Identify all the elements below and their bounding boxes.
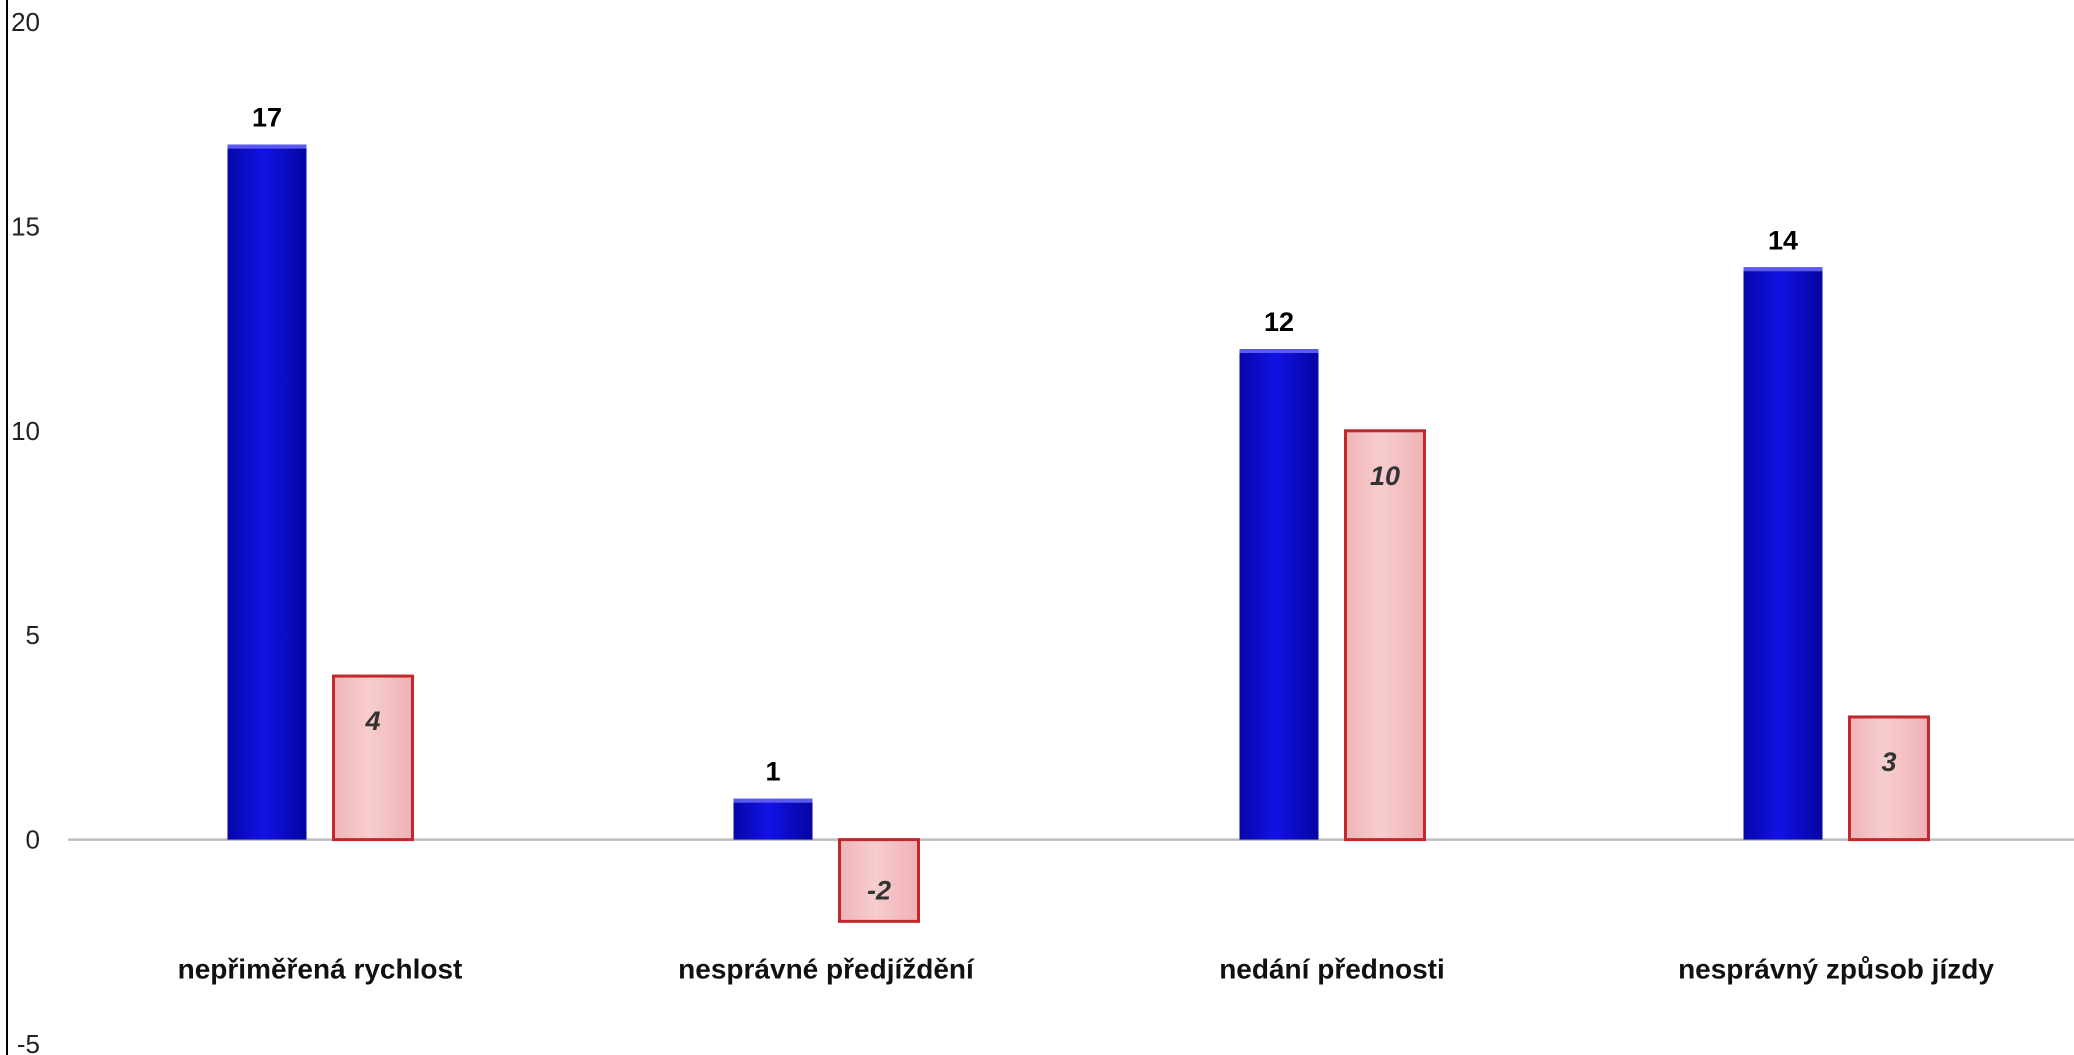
y-tick-label: -5 <box>17 1029 40 1055</box>
bar-series-1 <box>1239 349 1319 840</box>
category-label: nedání přednosti <box>1219 954 1445 985</box>
bar-series-2 <box>1344 429 1426 842</box>
y-tick-label: 20 <box>11 7 40 37</box>
data-label: 12 <box>1264 307 1294 337</box>
data-label: 1 <box>765 757 780 787</box>
bar-highlight <box>1239 349 1319 354</box>
data-label: 14 <box>1768 225 1798 255</box>
y-tick-label: 5 <box>26 620 40 650</box>
bar-series-2 <box>1848 715 1930 842</box>
bar-series-1 <box>733 798 813 840</box>
bar-highlight <box>733 798 813 803</box>
bar-highlight <box>227 144 307 149</box>
bar-series-1 <box>1743 267 1823 840</box>
bar-series-2 <box>332 674 414 842</box>
category-label: nesprávný způsob jízdy <box>1678 954 1994 985</box>
data-label: 17 <box>252 103 282 133</box>
data-label: 10 <box>1370 461 1400 491</box>
y-tick-label: 15 <box>11 211 40 241</box>
data-label: 3 <box>1881 747 1896 777</box>
value-labels: 17 4 1 -2 12 10 14 3 <box>252 103 1897 906</box>
category-labels: nepřiměřená rychlost nesprávné předjížděn… <box>178 954 1995 985</box>
bar-highlight <box>1743 267 1823 272</box>
bars <box>227 144 1930 923</box>
bar-series-1 <box>227 144 307 840</box>
category-label: nesprávné předjíždění <box>678 954 975 985</box>
bar-series-2 <box>838 838 920 923</box>
data-label: 4 <box>364 706 380 736</box>
data-label: -2 <box>867 876 891 906</box>
y-axis-ticks: -5 0 5 10 15 20 <box>11 7 40 1055</box>
y-tick-label: 10 <box>11 416 40 446</box>
category-label: nepřiměřená rychlost <box>178 954 463 985</box>
y-tick-label: 0 <box>26 825 40 855</box>
